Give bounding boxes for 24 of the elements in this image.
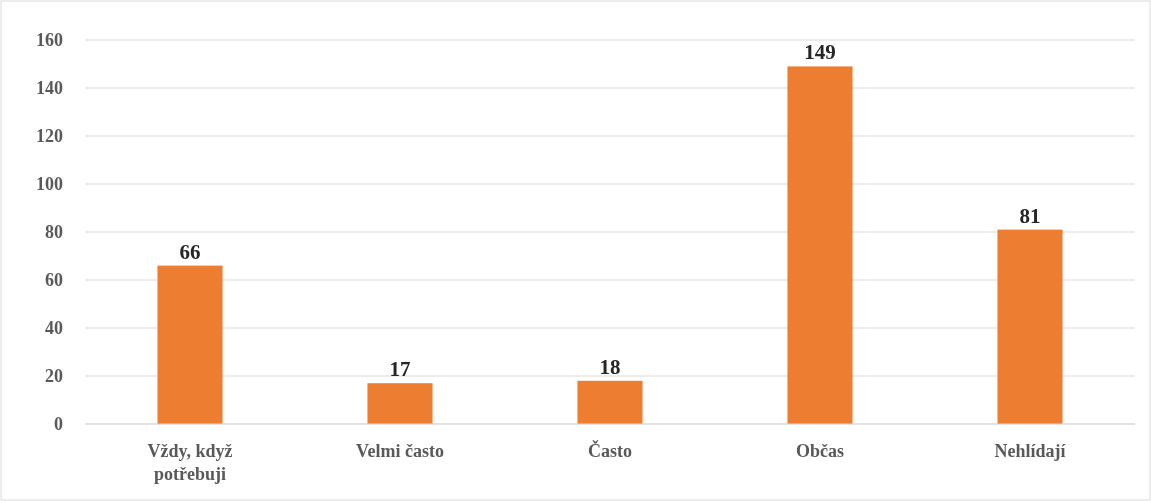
y-tick-label: 80 <box>45 222 63 243</box>
y-tick-label: 100 <box>36 174 63 195</box>
x-tick-label: Velmi často <box>356 441 444 461</box>
y-tick-label: 60 <box>45 270 63 291</box>
y-tick-label: 0 <box>54 414 63 435</box>
y-tick-label: 120 <box>36 126 63 147</box>
y-tick-label: 160 <box>36 30 63 51</box>
data-label: 17 <box>389 357 411 382</box>
bar <box>157 265 223 424</box>
bar <box>997 229 1063 424</box>
x-tick-label: Nehlídají <box>994 441 1067 461</box>
bar <box>367 383 433 424</box>
bar <box>787 66 853 424</box>
data-label: 18 <box>599 354 621 379</box>
x-tick-label: Občas <box>795 441 845 461</box>
y-tick-label: 20 <box>45 366 63 387</box>
data-label: 66 <box>179 239 201 264</box>
bar <box>577 380 643 424</box>
data-label: 149 <box>804 40 836 65</box>
data-label: 81 <box>1019 203 1041 228</box>
x-tick-label: Často <box>588 440 632 461</box>
x-tick-label: Vždy, když potřebuji <box>147 441 233 485</box>
y-tick-label: 40 <box>45 318 63 339</box>
y-tick-label: 140 <box>36 78 63 99</box>
